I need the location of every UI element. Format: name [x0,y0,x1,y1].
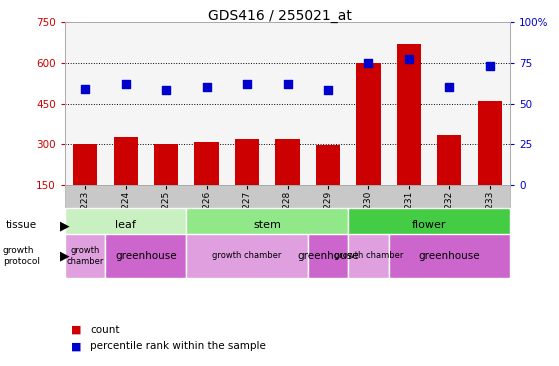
Text: greenhouse: greenhouse [115,251,177,261]
Point [404,57,413,63]
Bar [276,139,300,185]
Bar [154,144,178,185]
Bar [397,44,421,185]
Text: growth chamber: growth chamber [334,251,403,261]
Point [121,81,130,87]
Text: ■: ■ [70,325,81,335]
Text: leaf: leaf [115,220,136,231]
Point [364,60,373,66]
Point [202,84,211,90]
Point [485,63,494,69]
Point [445,84,454,90]
Text: count: count [90,325,120,335]
Bar [73,144,97,185]
Text: ▶: ▶ [59,219,69,232]
Text: percentile rank within the sample: percentile rank within the sample [90,341,266,351]
Point [283,81,292,87]
Bar [477,101,502,185]
Point [324,87,333,93]
Text: ▶: ▶ [59,250,69,262]
Text: stem: stem [253,220,281,231]
Point [243,81,252,87]
Text: flower: flower [412,220,446,231]
Text: ■: ■ [70,341,81,351]
Text: greenhouse: greenhouse [297,251,359,261]
Text: growth
protocol: growth protocol [3,246,40,266]
Text: GDS416 / 255021_at: GDS416 / 255021_at [207,9,352,23]
Bar [437,135,462,185]
Bar [235,139,259,185]
Text: tissue: tissue [6,220,37,231]
Bar [316,145,340,185]
Bar [356,63,381,185]
Text: growth
chamber: growth chamber [67,246,104,266]
Point [80,86,89,92]
Text: greenhouse: greenhouse [419,251,480,261]
Point [162,87,170,93]
Text: growth chamber: growth chamber [212,251,282,261]
Bar [195,142,219,185]
Bar [113,137,138,185]
